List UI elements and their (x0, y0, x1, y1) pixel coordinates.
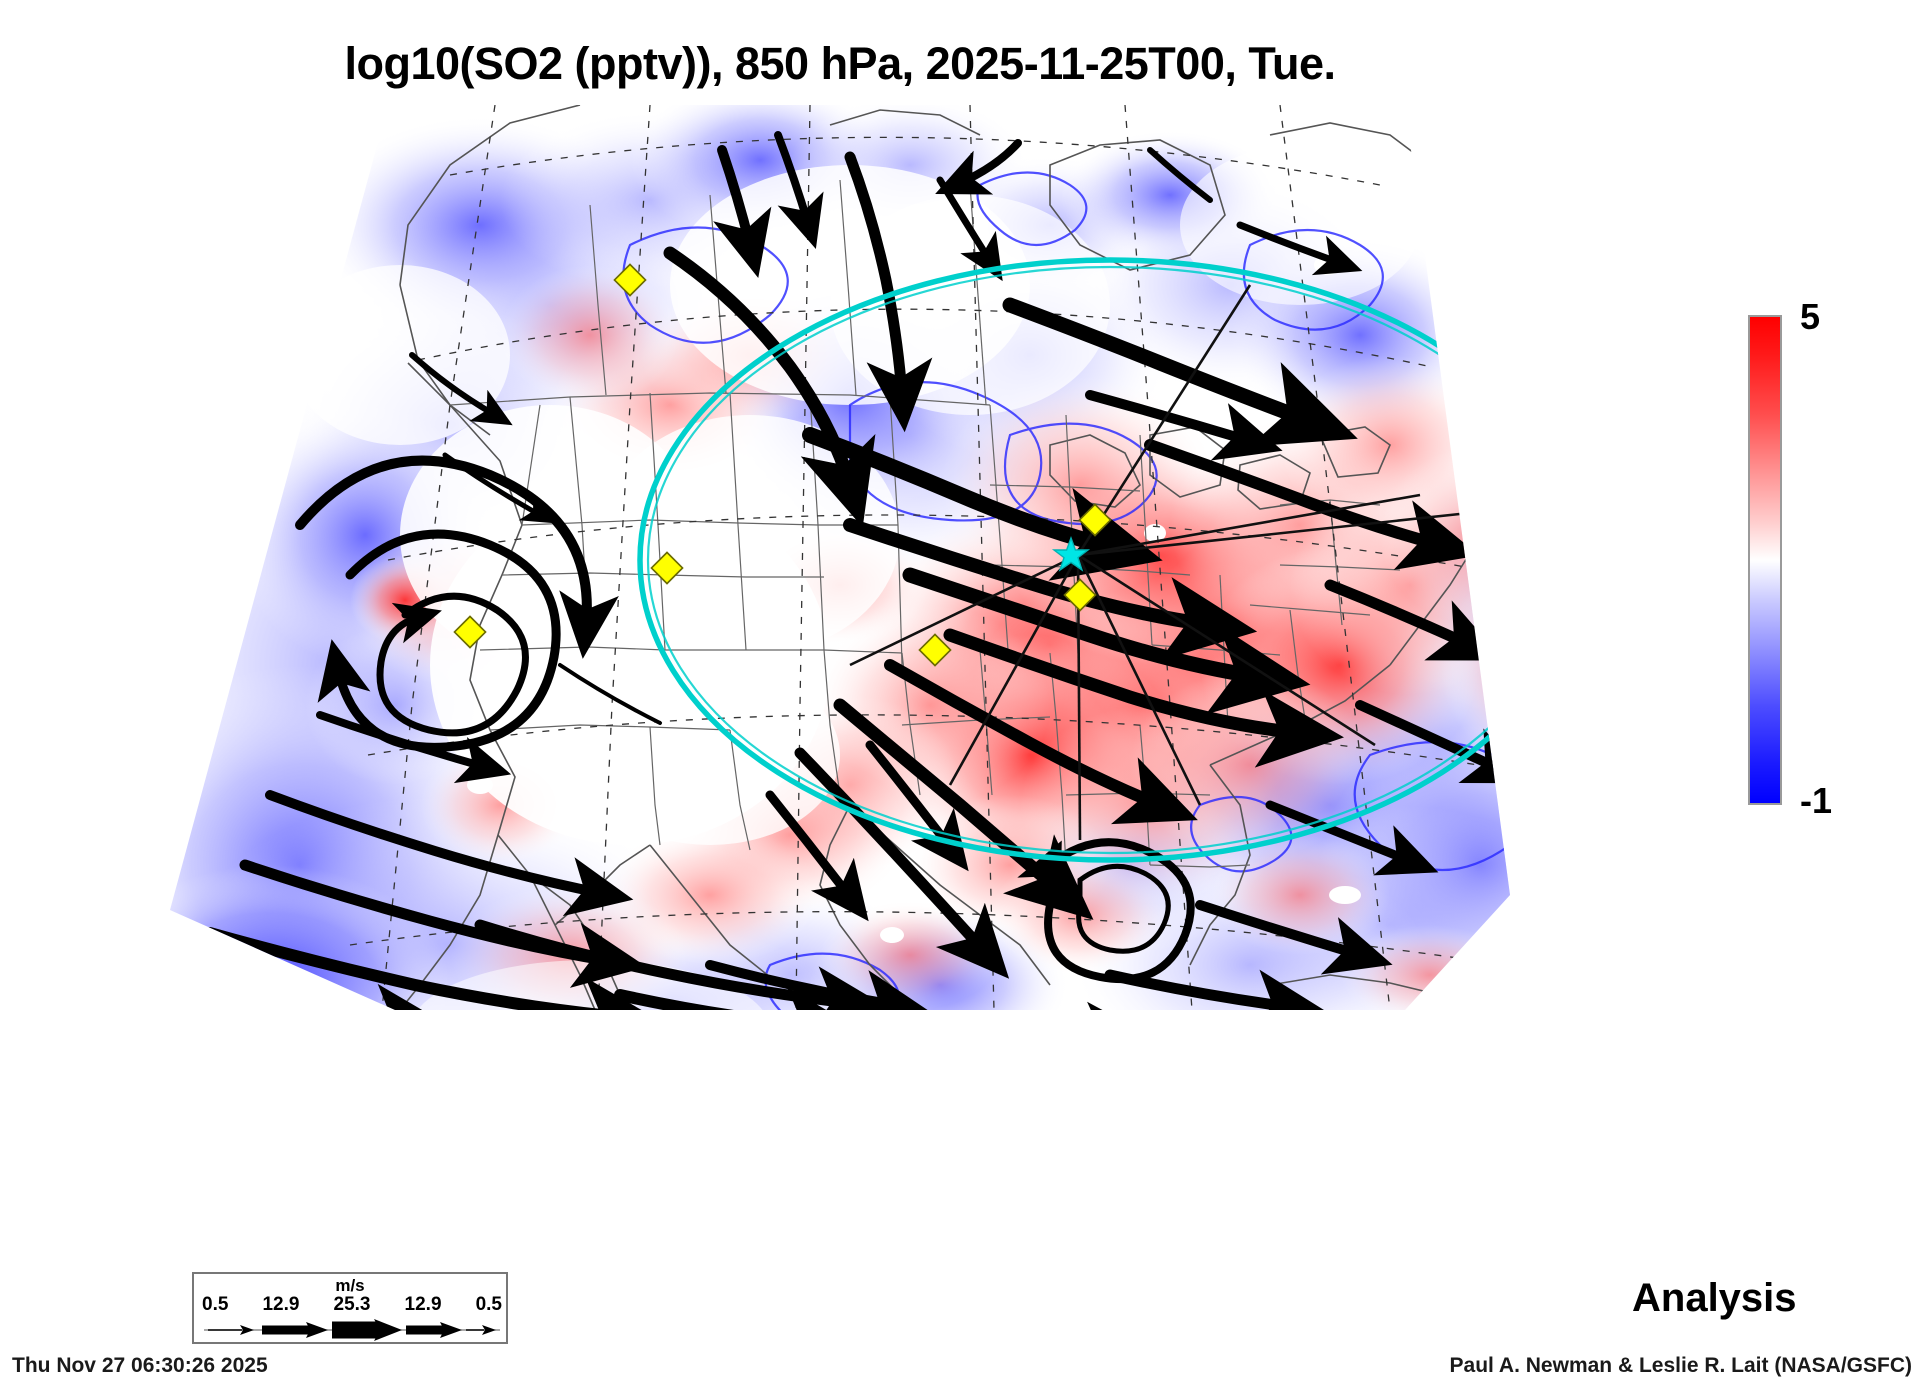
footer-credit: Paul A. Newman & Leslie R. Lait (NASA/GS… (1449, 1354, 1912, 1377)
wind-legend-ticks: 0.5 12.9 25.3 12.9 0.5 (202, 1294, 502, 1316)
wind-legend-arrow-scale (204, 1319, 500, 1341)
wind-tick-0: 0.5 (202, 1294, 229, 1315)
map-panel[interactable] (150, 105, 1590, 1035)
so2-concentration-field (170, 105, 1510, 1010)
wind-tick-3: 12.9 (404, 1294, 442, 1315)
wind-speed-legend: m/s 0.5 12.9 25.3 12.9 0.5 (192, 1272, 508, 1344)
analysis-label: Analysis (1632, 1276, 1797, 1320)
station-marker[interactable] (453, 615, 487, 649)
station-markers[interactable] (453, 263, 1112, 667)
analysis-circle (637, 257, 1510, 863)
wind-tick-2: 25.3 (333, 1294, 371, 1315)
map-svg[interactable] (150, 105, 1590, 1035)
radial-bearing-lines (849, 284, 1510, 841)
station-marker[interactable] (1063, 578, 1097, 612)
station-marker[interactable] (650, 551, 684, 585)
analysis-overlay (453, 257, 1510, 863)
center-marker[interactable] (1051, 535, 1091, 572)
wind-tick-4: 0.5 (475, 1294, 502, 1315)
wind-streamlines (183, 131, 1510, 1010)
colorbar: 5 -1 (1748, 299, 1918, 819)
footer-timestamp: Thu Nov 27 06:30:26 2025 (12, 1354, 268, 1377)
station-marker[interactable] (918, 633, 952, 667)
station-marker[interactable] (613, 263, 647, 297)
colorbar-gradient (1748, 315, 1782, 805)
wind-legend-units: m/s (335, 1276, 365, 1295)
analysis-circle-inner (646, 265, 1510, 855)
page-title: log10(SO2 (pptv)), 850 hPa, 2025-11-25T0… (344, 38, 1336, 89)
colorbar-min-label: -1 (1800, 780, 1833, 821)
wind-tick-1: 12.9 (262, 1294, 300, 1315)
station-marker[interactable] (1078, 503, 1112, 537)
colorbar-max-label: 5 (1800, 296, 1821, 337)
